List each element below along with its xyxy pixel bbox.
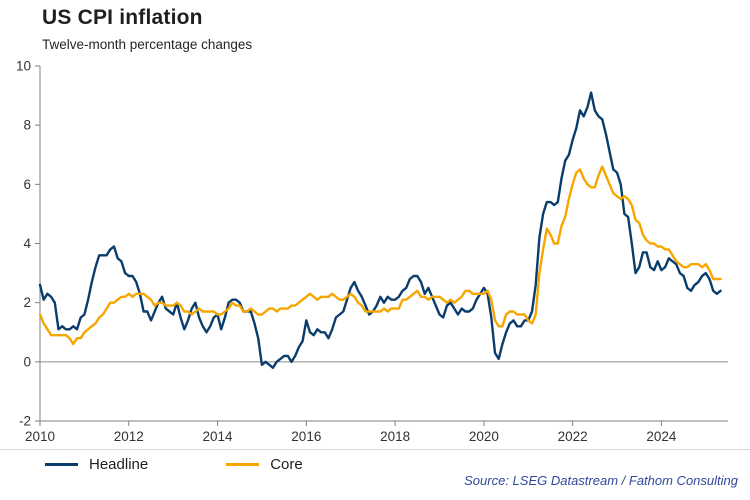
core-line-swatch <box>226 463 260 466</box>
svg-text:-2: -2 <box>19 414 31 429</box>
page-title: US CPI inflation <box>42 6 203 29</box>
svg-text:2010: 2010 <box>25 429 55 444</box>
source-attribution: Source: LSEG Datastream / Fathom Consult… <box>464 473 738 488</box>
svg-text:2016: 2016 <box>291 429 321 444</box>
legend-label-core: Core <box>270 456 303 473</box>
legend-item-headline: Headline <box>45 456 148 473</box>
svg-text:2022: 2022 <box>558 429 588 444</box>
legend-item-core: Core <box>226 456 303 473</box>
svg-text:2014: 2014 <box>203 429 234 444</box>
chart-subtitle: Twelve-month percentage changes <box>42 37 253 52</box>
svg-text:2: 2 <box>23 295 31 310</box>
svg-text:2018: 2018 <box>380 429 410 444</box>
footer-divider <box>0 449 750 450</box>
svg-text:10: 10 <box>16 59 31 74</box>
legend: Headline Core <box>45 456 303 473</box>
svg-text:2012: 2012 <box>114 429 144 444</box>
svg-text:2020: 2020 <box>469 429 499 444</box>
headline-line-swatch <box>45 463 78 466</box>
svg-text:6: 6 <box>23 177 31 192</box>
legend-label-headline: Headline <box>89 456 149 473</box>
svg-text:4: 4 <box>23 236 31 251</box>
svg-text:0: 0 <box>23 354 31 369</box>
svg-text:8: 8 <box>23 118 31 133</box>
svg-text:2024: 2024 <box>646 429 677 444</box>
